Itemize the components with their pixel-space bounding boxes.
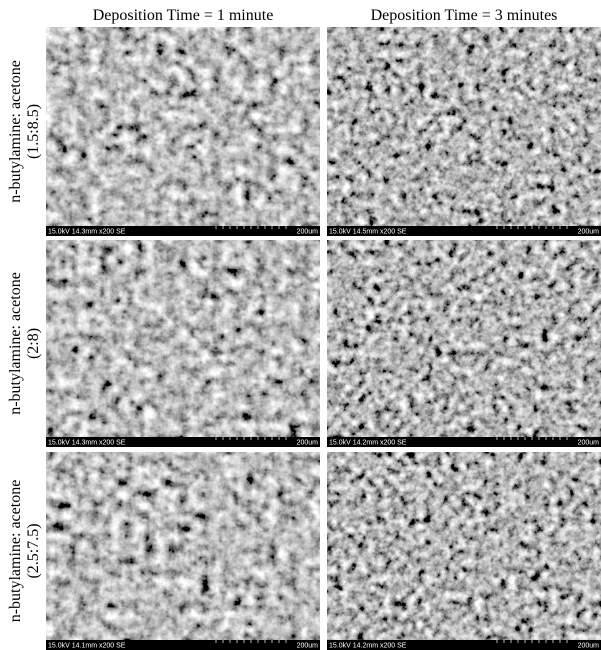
sem-image	[327, 27, 601, 226]
image-info: 15.0kV 14.1mm x200 SE	[48, 643, 126, 650]
sem-image	[46, 27, 320, 226]
row-label: n-butylamine: acetone(2:8)	[7, 272, 42, 415]
row-label-text: n-butylamine: acetone	[7, 272, 24, 415]
scale-label: 200um	[578, 440, 600, 447]
image-info: 15.0kV 14.3mm x200 SE	[48, 440, 126, 447]
sem-image	[46, 452, 320, 640]
row-ratio: (2.5:7.5)	[25, 523, 42, 578]
scale-label: 200um	[297, 229, 319, 236]
row-ratio: (2:8)	[25, 328, 42, 359]
row-label-text: n-butylamine: acetone	[7, 60, 24, 203]
figure: Deposition Time = 1 minute Deposition Tim…	[0, 0, 601, 650]
scale-label: 200um	[297, 440, 319, 447]
image-info: 15.0kV 14.5mm x200 SE	[329, 229, 407, 236]
column-header: Deposition Time = 3 minutes	[371, 7, 558, 24]
image-info: 15.0kV 14.2mm x200 SE	[329, 643, 407, 650]
row-label-text: n-butylamine: acetone	[7, 480, 24, 623]
sem-image	[46, 240, 320, 437]
sem-image	[327, 240, 601, 437]
scale-label: 200um	[297, 643, 319, 650]
image-info: 15.0kV 14.2mm x200 SE	[329, 440, 407, 447]
scale-label: 200um	[578, 229, 600, 236]
row-label: n-butylamine: acetone(1.5:8.5)	[7, 60, 42, 203]
column-header: Deposition Time = 1 minute	[93, 7, 274, 24]
scale-label: 200um	[578, 643, 600, 650]
image-info: 15.0kV 14.3mm x200 SE	[48, 229, 126, 236]
row-ratio: (1.5:8.5)	[25, 104, 42, 159]
sem-image	[327, 452, 601, 640]
row-label: n-butylamine: acetone(2.5:7.5)	[7, 480, 42, 623]
